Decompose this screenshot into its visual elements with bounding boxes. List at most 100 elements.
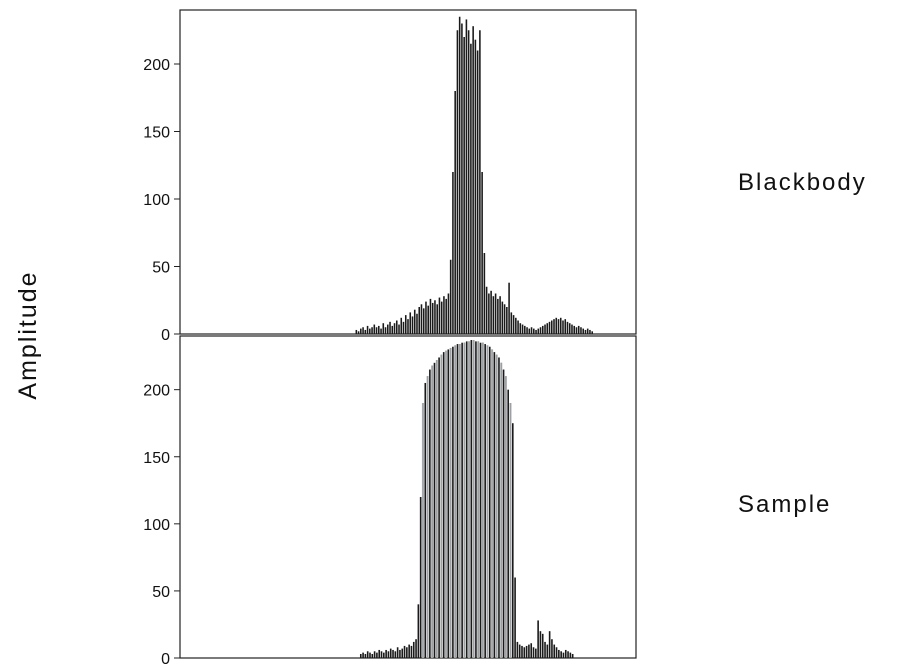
sample-bar-highlight: [490, 349, 494, 658]
sample-bar: [502, 369, 505, 658]
blackbody-bar: [369, 328, 371, 334]
blackbody-bar: [400, 317, 403, 334]
sample-bar: [558, 649, 560, 658]
sample-bar: [523, 647, 526, 658]
blackbody-bar: [465, 19, 468, 334]
sample-bar: [461, 342, 463, 658]
blackbody-bar: [586, 328, 589, 334]
blackbody-bar: [427, 305, 429, 334]
sample-bar: [385, 649, 387, 658]
sample-label: Sample: [738, 491, 831, 518]
sample-bar: [419, 497, 422, 658]
blackbody-bar: [474, 39, 477, 334]
sample-bar: [511, 423, 514, 658]
sample-y-tick-label: 200: [143, 383, 170, 400]
blackbody-bar: [501, 301, 504, 334]
blackbody-bar: [452, 172, 454, 334]
sample-bar: [516, 641, 519, 658]
blackbody-bar: [524, 325, 526, 334]
sample-bar-highlight: [477, 341, 480, 658]
sample-bar: [567, 651, 569, 658]
sample-bar: [412, 641, 415, 658]
sample-bar: [442, 352, 445, 658]
blackbody-bar: [521, 324, 524, 334]
blackbody-bar: [517, 320, 519, 334]
sample-bar-highlight: [486, 345, 489, 658]
blackbody-bar: [416, 313, 418, 334]
blackbody-bar: [355, 329, 358, 334]
blackbody-bar: [443, 296, 445, 334]
sample-bar: [553, 644, 556, 658]
blackbody-bar: [440, 301, 443, 334]
sample-bar: [569, 652, 572, 658]
sample-bar: [373, 651, 376, 658]
sample-bar-highlight: [431, 365, 434, 658]
blackbody-label: Blackbody: [738, 169, 867, 196]
blackbody-bar: [461, 23, 463, 334]
sample-bar: [408, 644, 410, 658]
blackbody-bar: [382, 323, 385, 334]
sample-y-tick-label: 0: [161, 651, 170, 666]
sample-bar: [518, 644, 521, 658]
sample-bar-highlight: [435, 360, 438, 658]
blackbody-bar: [530, 327, 533, 334]
sample-bar: [571, 653, 574, 658]
sample-bar: [514, 577, 516, 658]
blackbody-bar: [436, 304, 438, 334]
blackbody-bar: [387, 324, 389, 334]
sample-bar: [383, 652, 385, 658]
blackbody-bar: [566, 321, 569, 334]
sample-y-tick-label: 150: [143, 450, 170, 467]
blackbody-bar: [456, 30, 459, 334]
blackbody-bar: [398, 324, 400, 334]
blackbody-bar: [548, 321, 551, 334]
sample-bar-highlight: [444, 350, 448, 658]
blackbody-bar: [418, 307, 421, 334]
blackbody-bar: [407, 319, 409, 334]
blackbody-bar: [395, 320, 398, 334]
blackbody-bar: [467, 30, 470, 334]
blackbody-bar: [445, 298, 447, 334]
sample-bar: [364, 653, 367, 658]
blackbody-bar: [404, 315, 407, 334]
sample-bar: [507, 389, 509, 658]
blackbody-bar: [550, 320, 553, 334]
sample-bar-highlight: [467, 341, 471, 658]
blackbody-bar: [422, 308, 425, 334]
sample-bar: [488, 346, 491, 658]
blackbody-bar: [479, 30, 481, 334]
sample-bar: [410, 645, 413, 658]
blackbody-bar: [537, 328, 540, 334]
sample-bar-highlight: [426, 376, 429, 658]
sample-bar: [551, 639, 553, 658]
blackbody-bar: [497, 298, 499, 334]
blackbody-bar: [589, 329, 591, 334]
sample-bar: [456, 344, 459, 658]
blackbody-bar: [533, 328, 535, 334]
blackbody-bar: [470, 43, 472, 334]
blackbody-bar: [584, 329, 587, 334]
sample-bar: [417, 604, 420, 658]
sample-bar-highlight: [458, 344, 461, 658]
blackbody-bar: [573, 325, 576, 334]
sample-bar: [438, 357, 440, 658]
blackbody-bar: [380, 328, 382, 334]
sample-bar-highlight: [440, 354, 443, 658]
sample-bar-highlight: [449, 348, 452, 658]
blackbody-bar: [391, 325, 394, 334]
sample-bar: [403, 645, 406, 658]
blackbody-bar: [555, 317, 558, 334]
blackbody-panel: 0 50 100 150 200: [143, 9, 637, 344]
blackbody-bar: [413, 309, 416, 334]
blackbody-bar: [366, 325, 369, 334]
blackbody-bar: [571, 324, 573, 334]
blackbody-plot-frame: [179, 9, 637, 335]
sample-bar-highlight: [495, 354, 498, 658]
sample-bar: [359, 653, 362, 658]
blackbody-bar: [375, 327, 378, 334]
blackbody-y-tick-label: 50: [152, 260, 170, 277]
sample-bar: [521, 645, 523, 658]
sample-bar: [433, 362, 436, 658]
blackbody-bar: [506, 307, 508, 334]
